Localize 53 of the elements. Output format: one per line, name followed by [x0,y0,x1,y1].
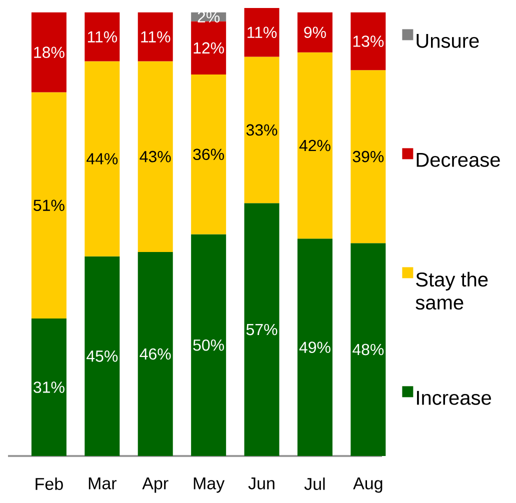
x-tick-label: Apr [142,478,168,493]
data-label: 36% [193,148,224,160]
bar [138,252,173,456]
x-tick-label: Mar [88,478,117,490]
bar [297,52,332,239]
data-label: 50% [193,339,224,351]
bar [191,234,226,456]
bar [138,61,173,252]
x-tick-label: Feb [36,478,63,490]
bar [350,243,386,456]
data-label: 12% [194,42,224,54]
data-label: 9% [304,26,326,38]
data-label: 39% [352,150,384,162]
bar [31,12,66,92]
x-tick-label: May [194,478,225,493]
bar [84,256,120,456]
data-label: 31% [34,382,64,393]
data-label: 18% [34,46,64,58]
data-label: 49% [299,342,330,353]
bar [297,238,332,456]
bar [244,203,280,456]
data-label: 43% [140,150,171,162]
bar [31,92,66,318]
bar [244,56,280,204]
bar [138,12,173,62]
legend-label: Decrease [416,152,500,167]
data-label: 33% [246,124,278,136]
bar [297,12,332,52]
bar [84,12,120,62]
data-label: 57% [246,324,278,336]
bar [350,70,386,244]
x-tick-label: Jul [304,478,325,490]
data-label: 11% [141,31,170,42]
data-label: 45% [86,350,118,362]
data-label: 46% [140,348,171,360]
data-label: 44% [86,153,118,164]
bar [84,61,120,256]
bar [350,12,386,70]
bar [244,8,280,57]
data-label: 51% [34,200,64,212]
data-label: 11% [88,31,118,42]
data-label: 11% [248,26,277,38]
bar [31,318,66,456]
x-tick-label: Aug [353,478,382,493]
data-label: 42% [299,140,330,152]
legend-label: Increase [417,390,491,405]
legend-label: Stay the same [416,272,488,310]
data-label: 48% [352,344,384,356]
bar [191,21,226,75]
legend-label: Unsure [416,34,479,48]
data-label: 13% [353,36,384,47]
x-tick-label: Jun [248,478,274,490]
bar [191,74,226,234]
